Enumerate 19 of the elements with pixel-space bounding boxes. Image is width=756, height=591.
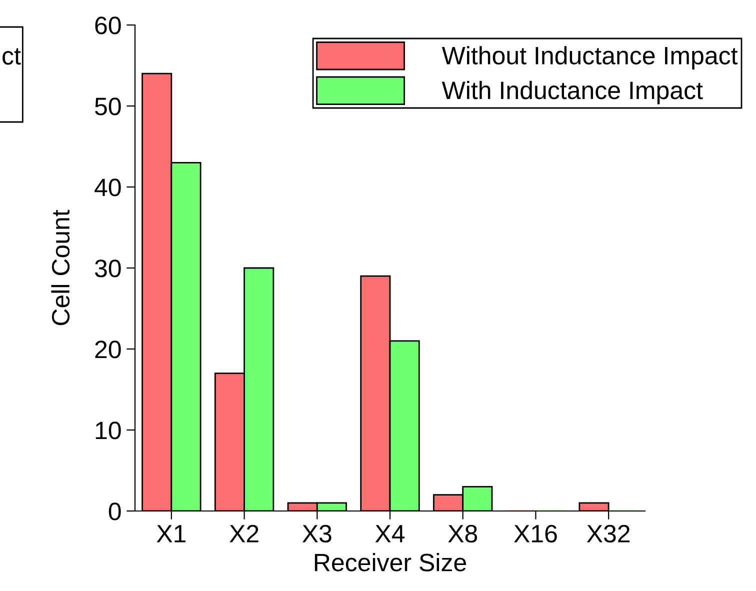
y-tick-label: 10	[96, 422, 121, 440]
legend-label: With Inductance Impact	[442, 80, 703, 104]
y-tick-label: 0	[108, 502, 121, 520]
y-tick-label: 20	[95, 340, 121, 358]
x-tick-label: X1	[156, 525, 186, 542]
y-tick-label: 50	[95, 98, 121, 116]
legend-label: Without Inductance Impact	[442, 46, 738, 70]
x-tick-label: X2	[230, 524, 258, 542]
y-axis-title: Cell Count	[51, 210, 70, 326]
x-axis-title: Receiver Size	[314, 553, 466, 572]
y-tick-label: 40	[94, 178, 121, 196]
x-tick-label: X16	[514, 524, 557, 543]
text: ct	[2, 48, 21, 65]
x-tick-label: X3	[302, 524, 332, 543]
x-tick-label: X32	[586, 524, 630, 543]
y-tick-label: 60	[95, 16, 121, 34]
y-tick-label: 30	[94, 260, 121, 278]
x-tick-label: X4	[375, 525, 405, 542]
x-tick-label: X8	[448, 524, 478, 543]
